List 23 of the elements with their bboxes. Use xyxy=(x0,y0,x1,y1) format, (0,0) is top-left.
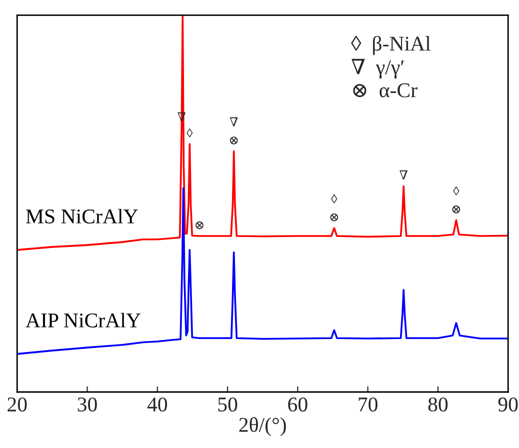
annotation: ◊ β-NiAl xyxy=(351,36,430,55)
x-tick-label: 90 xyxy=(498,397,518,412)
annotation: ⊗ xyxy=(196,221,204,230)
series-label: MS NiCrAlY xyxy=(26,208,138,224)
x-tick-label: 30 xyxy=(78,397,97,412)
annotation: ⊗ xyxy=(230,136,238,144)
x-tick-label: 40 xyxy=(147,397,168,412)
annotation: ◊ xyxy=(453,186,460,196)
annotation: ◊ xyxy=(186,128,193,138)
x-tick-label: 80 xyxy=(428,397,448,412)
x-tick-label: 20 xyxy=(8,397,27,412)
annotation: ◊ xyxy=(331,194,338,204)
x-axis-title: 2θ/(°) xyxy=(239,417,286,436)
x-tick-label: 60 xyxy=(288,397,308,412)
annotation: ∇ xyxy=(400,170,408,180)
annotation: ⊗ xyxy=(452,206,460,214)
x-tick-label: 70 xyxy=(358,397,378,412)
series-label: AIP NiCrAlY xyxy=(26,312,140,328)
annotation: ∇ γ/γ′ xyxy=(352,58,404,79)
annotation: ⊗ xyxy=(330,213,338,222)
annotation: ∇ xyxy=(230,117,238,126)
annotation: ⊗ α-Cr xyxy=(353,83,418,98)
x-tick-label: 50 xyxy=(218,397,238,412)
